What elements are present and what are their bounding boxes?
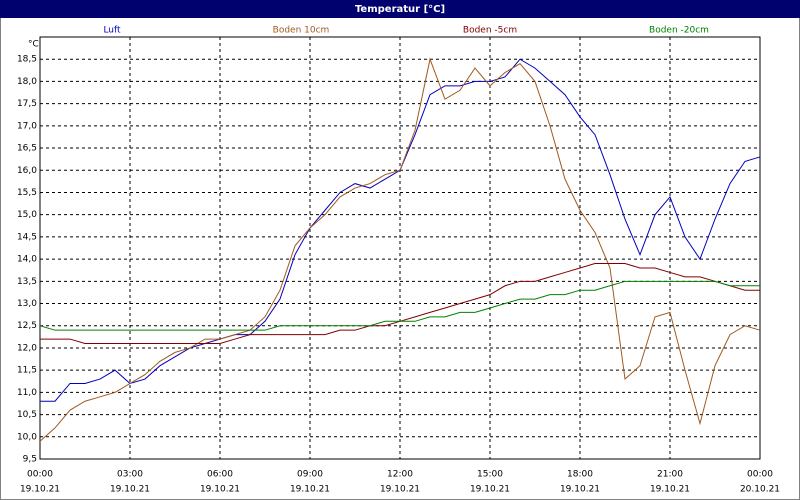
x-tick-date: 19.10.21: [200, 485, 240, 495]
line: [39, 57, 761, 442]
y-tick-label: 14,0: [17, 255, 37, 265]
x-tick-label: 03:00: [117, 470, 143, 480]
x-tick-date: 19.10.21: [470, 485, 510, 495]
y-tick-label: 16,5: [17, 144, 37, 154]
plot-border: [39, 36, 761, 460]
x-tick-label: 09:00: [297, 470, 323, 480]
y-tick-label: 17,0: [17, 121, 37, 131]
y-tick-label: 12,5: [17, 321, 37, 331]
y-tick-label: 9,5: [23, 455, 37, 465]
x-tick-label: 12:00: [387, 470, 413, 480]
y-tick-label: 17,5: [17, 99, 37, 109]
y-tick-label: 14,5: [17, 232, 37, 242]
y-tick-label: 15,5: [17, 188, 37, 198]
legend-entry: Luft: [103, 26, 121, 36]
y-unit: °C: [28, 40, 39, 50]
legend-entry: Boden -5cm: [463, 26, 517, 36]
x-tick-label: 00:00: [747, 470, 773, 480]
y-tick-label: 11,5: [17, 366, 37, 376]
y-tick-label: 10,5: [17, 410, 37, 420]
x-tick-date: 19.10.21: [380, 485, 420, 495]
y-tick-label: 13,5: [17, 277, 37, 287]
x-tick-date: 19.10.21: [650, 485, 690, 495]
x-tick-date: 19.10.21: [290, 485, 330, 495]
y-tick-label: 18,5: [17, 55, 37, 65]
line: [39, 280, 760, 331]
y-tick-label: 10,0: [17, 432, 37, 442]
legend-entry: Boden -20cm: [649, 26, 709, 36]
title-bar: [0, 0, 800, 18]
chart-title: Temperatur [°C]: [355, 4, 445, 15]
x-tick-date: 19.10.21: [20, 485, 60, 495]
x-tick-date: 19.10.21: [560, 485, 600, 495]
y-tick-label: 15,0: [17, 210, 37, 220]
x-tick-label: 06:00: [207, 470, 233, 480]
y-tick-label: 11,0: [17, 388, 37, 398]
x-tick-label: 15:00: [477, 470, 503, 480]
legend-entry: Boden 10cm: [273, 26, 330, 36]
y-tick-label: 18,0: [17, 77, 37, 87]
y-tick-label: 12,0: [17, 343, 37, 353]
y-tick-label: 16,0: [17, 166, 37, 176]
y-tick-label: 13,0: [17, 299, 37, 309]
x-tick-date: 19.10.21: [110, 485, 150, 495]
x-tick-label: 21:00: [657, 470, 683, 480]
x-tick-label: 18:00: [567, 470, 593, 480]
x-tick-label: 00:00: [27, 470, 53, 480]
x-tick-date: 20.10.21: [740, 485, 780, 495]
